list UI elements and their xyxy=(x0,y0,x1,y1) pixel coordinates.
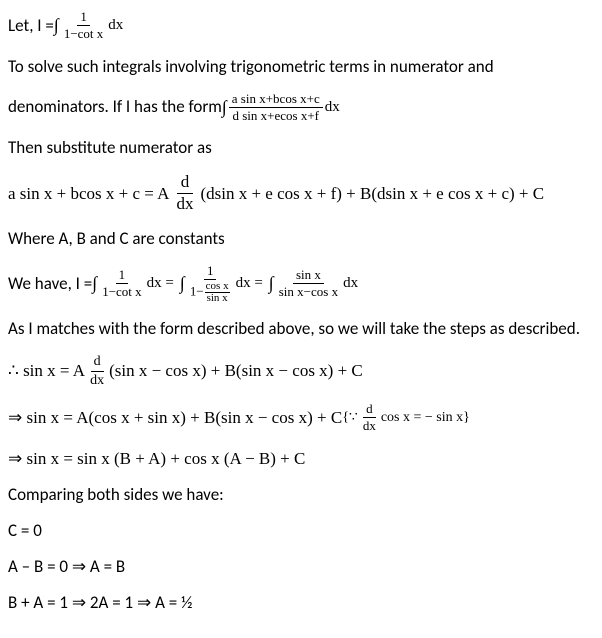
denominator: dx xyxy=(172,194,197,214)
lhs: a sin x + bcos x + c = A xyxy=(8,183,169,205)
dx: dx xyxy=(108,16,123,36)
inner-fraction: cos xsin x xyxy=(205,281,230,304)
text-let: Let, I = xyxy=(8,15,54,37)
fraction: 1 1−cot x xyxy=(61,10,106,42)
rest: (sin x − cos x) + B(sin x − cos x) + C xyxy=(109,360,363,382)
line-wehave: We have, I = ∫ 1 1−cot x dx = ∫ 1 1−cos … xyxy=(8,264,594,304)
denominator: d sin x+ecos x+f xyxy=(230,108,323,123)
brace-right: } xyxy=(463,409,470,427)
text-matches: As I matches with the form described abo… xyxy=(8,318,594,340)
prefix: ⇒ sin x = A(cos x + sin x) + B(sin x − c… xyxy=(8,407,342,429)
denominator: dx xyxy=(87,372,107,388)
fraction-ddx: d dx xyxy=(87,354,107,388)
eq-c: C = 0 xyxy=(8,520,594,542)
denominator: dx xyxy=(360,418,379,433)
integral-sign: ∫ xyxy=(180,272,185,295)
brace-left: { xyxy=(342,409,349,427)
rest: cos x = − sin x xyxy=(381,409,463,427)
numerator: sin x xyxy=(293,268,324,284)
rhs: (dsin x + e cos x + f) + B(dsin x + e co… xyxy=(200,183,544,205)
numerator: a sin x+bcos x+c xyxy=(229,92,323,108)
dx: dx xyxy=(343,274,358,294)
prefix: ∴ sin x = A xyxy=(8,360,85,382)
eq-ba: B + A = 1 ⇒ 2A = 1 ⇒ A = ½ xyxy=(8,592,594,614)
numerator: 1 xyxy=(77,10,90,26)
equation-therefore: ∴ sin x = A d dx (sin x − cos x) + B(sin… xyxy=(8,354,594,388)
text-intro-1: To solve such integrals involving trigon… xyxy=(8,56,594,78)
denominator: sin x−cos x xyxy=(276,284,341,299)
fraction-ddx: d dx xyxy=(360,402,379,434)
fraction: 1 1−cot x xyxy=(99,268,144,300)
fraction: sin x sin x−cos x xyxy=(276,268,341,300)
integral-sign: ∫ xyxy=(92,272,97,295)
text-denominators: denominators. If I has the form xyxy=(8,96,222,118)
eq-ab: A – B = 0 ⇒ A = B xyxy=(8,556,594,578)
fraction-ddx: d dx xyxy=(172,173,197,213)
numerator: 1 xyxy=(204,264,217,280)
inner-den: sin x xyxy=(206,293,229,304)
dx: dx xyxy=(325,98,340,118)
fraction-nested: 1 1−cos xsin x xyxy=(187,264,234,304)
numerator: d xyxy=(91,354,104,371)
dx-eq: dx = xyxy=(147,274,174,294)
integral-sign: ∫ xyxy=(269,272,274,295)
integral-sign: ∫ xyxy=(54,14,59,37)
numerator: d xyxy=(177,173,194,194)
line-let-i: Let, I = ∫ 1 1−cot x dx xyxy=(8,10,594,42)
equation-substitute: a sin x + bcos x + c = A d dx (dsin x + … xyxy=(8,173,594,213)
fraction: a sin x+bcos x+c d sin x+ecos x+f xyxy=(229,92,323,124)
text-constants: Where A, B and C are constants xyxy=(8,228,594,250)
line-form: denominators. If I has the form ∫ a sin … xyxy=(8,92,594,124)
text-comparing: Comparing both sides we have: xyxy=(8,484,594,506)
dx-eq: dx = xyxy=(236,274,263,294)
text-substitute: Then substitute numerator as xyxy=(8,137,594,159)
denominator: 1−cot x xyxy=(99,284,144,299)
text-wehave: We have, I = xyxy=(8,273,92,295)
den-prefix: 1− xyxy=(190,284,204,299)
denominator: 1−cos xsin x xyxy=(187,280,234,304)
numerator: d xyxy=(363,402,376,418)
integral-sign: ∫ xyxy=(222,96,227,119)
denominator: 1−cot x xyxy=(61,26,106,41)
equation-implies-2: ⇒ sin x = sin x (B + A) + cos x (A − B) … xyxy=(8,448,594,470)
numerator: 1 xyxy=(116,268,129,284)
because: ∵ xyxy=(349,409,358,427)
equation-implies-1: ⇒ sin x = A(cos x + sin x) + B(sin x − c… xyxy=(8,402,594,434)
